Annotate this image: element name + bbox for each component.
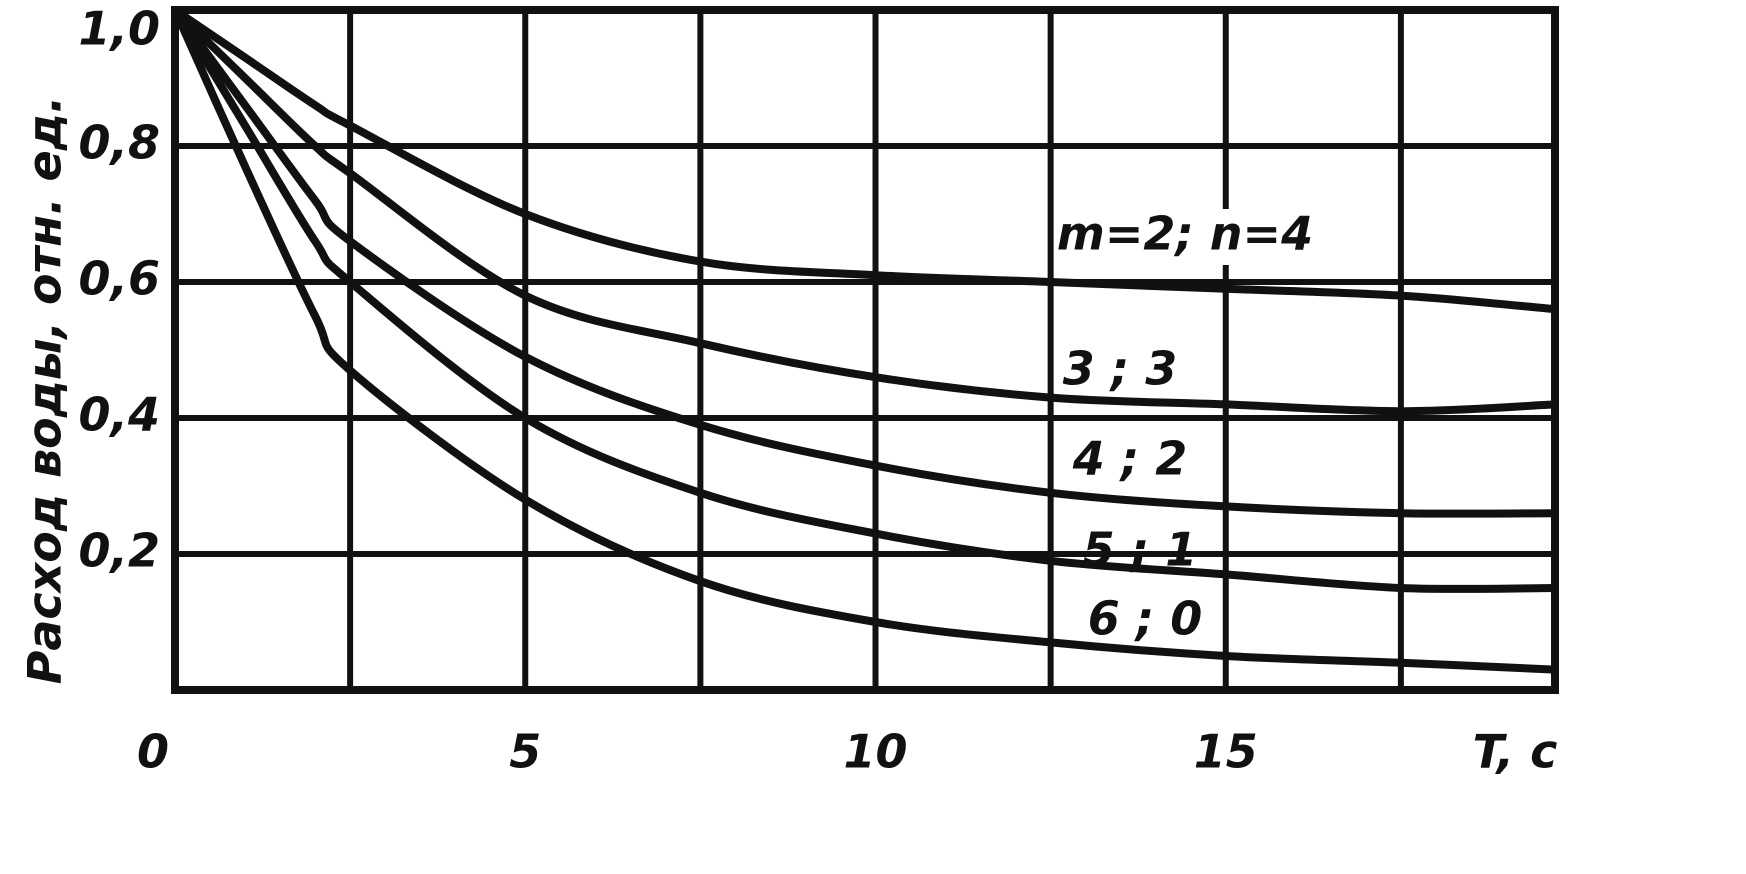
y-tick-label: 0,2 [79,524,161,578]
y-tick-label: 0,6 [79,252,161,306]
y-axis-title: Расход воды, отн. ед. [18,96,72,685]
x-axis-title: T, с [1473,725,1558,779]
line [171,6,1559,314]
x-tick-label: 5 [509,725,541,779]
y-tick-label: 0,8 [79,116,161,170]
line [171,6,1559,594]
line [171,6,1559,518]
x-tick-label: 15 [1194,725,1258,779]
plot-frame [171,6,1559,694]
x-tick-label: 10 [843,725,907,779]
x-tick-label: 0 [137,725,169,779]
series-label: 4 ; 2 [1072,432,1187,486]
series-label: 6 ; 0 [1088,592,1202,646]
y-tick-label: 0,4 [79,388,161,442]
y-tick-label: 1,0 [79,2,161,56]
label-bg [1065,209,1305,265]
line [171,6,1559,674]
series-label: 3 ; 3 [1063,342,1177,396]
series-label: m=2; n=4 [1057,207,1313,261]
series-label: 5 ; 1 [1083,523,1197,577]
line [171,6,1559,416]
